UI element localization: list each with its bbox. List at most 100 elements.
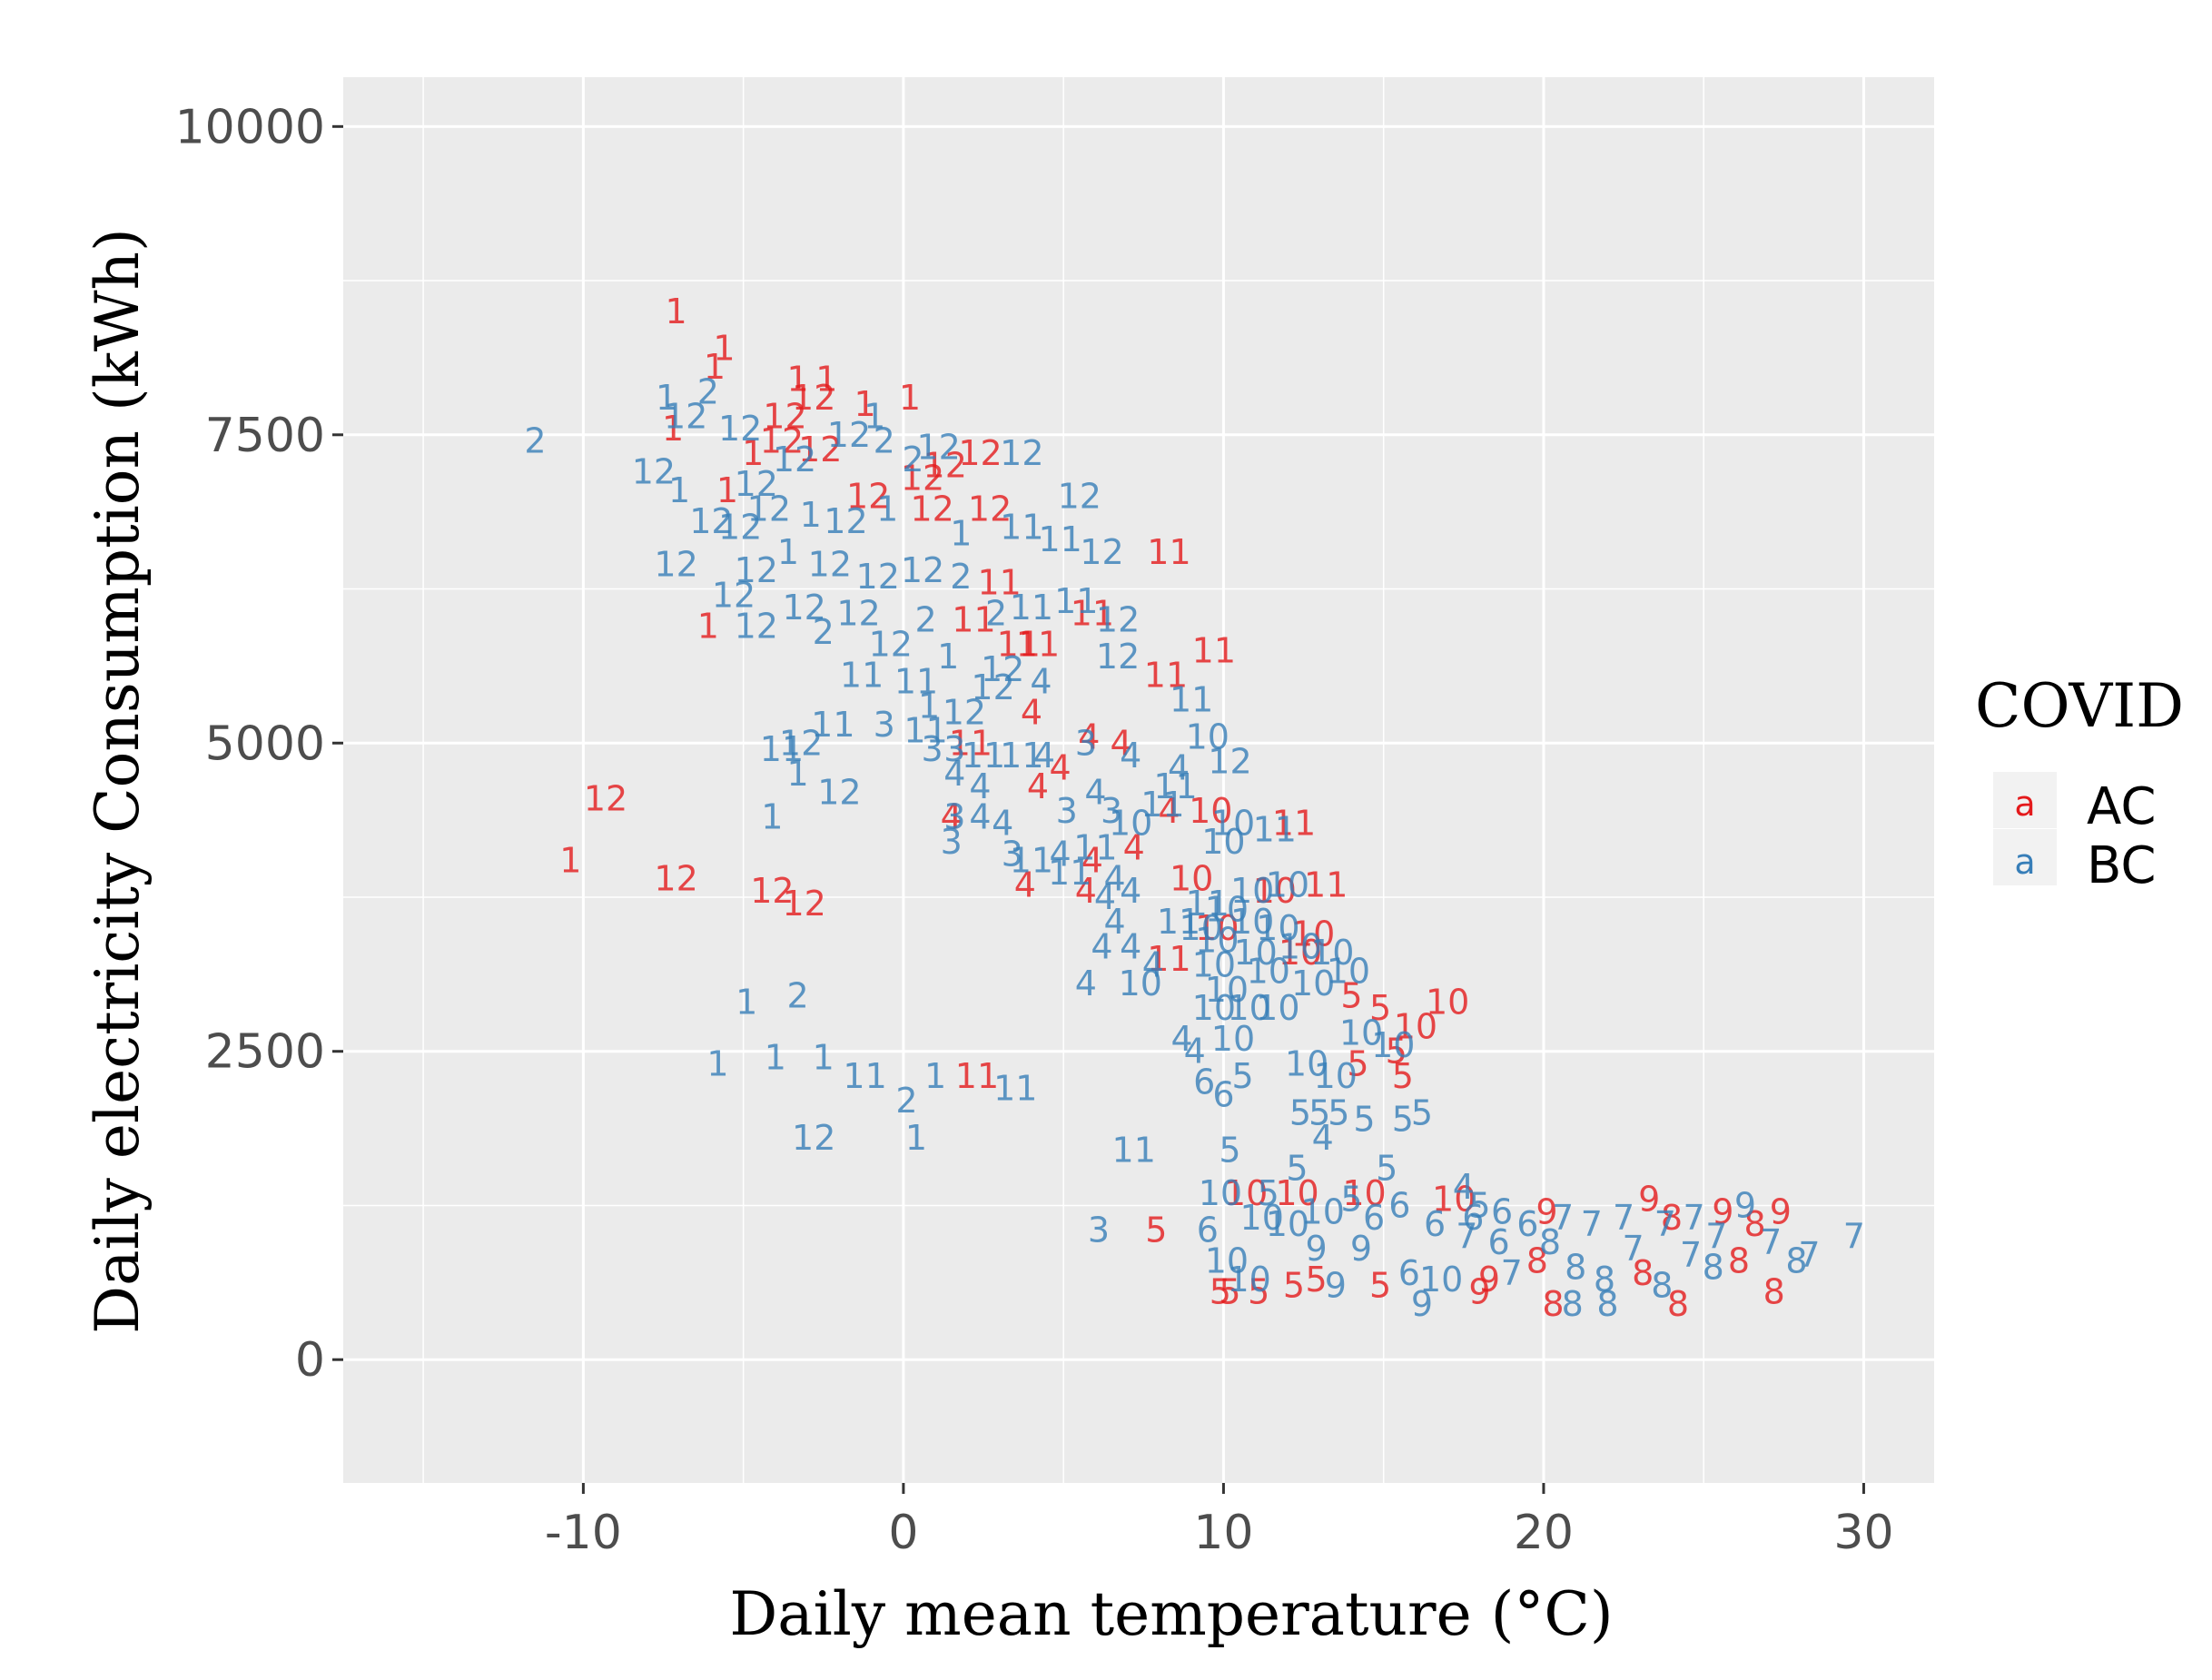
point-bc: 12 [817,773,861,813]
point-bc: 11 [894,661,938,701]
point-bc: 8 [1565,1247,1586,1287]
point-bc: 8 [1596,1284,1618,1324]
point-bc: 11 [840,656,884,696]
point-ac: 12 [798,430,842,469]
point-ac: 10 [1432,1180,1476,1220]
point-ac: 4 [1123,828,1145,868]
plot-panel [343,77,1934,1483]
point-bc: 11 [811,705,854,745]
point-bc: 3 [943,729,965,769]
point-bc: 10 [1279,926,1322,966]
point-bc: 10 [1256,988,1299,1028]
point-bc: 4 [1142,945,1164,985]
legend-title: COVID [1975,671,2184,741]
point-bc: 12 [735,464,778,504]
point-ac: 10 [1224,1173,1268,1213]
point-bc: 12 [718,409,762,449]
point-bc: 11 [1073,828,1117,868]
point-ac: 11 [1144,656,1188,696]
point-ac: 1 [815,360,837,400]
point-bc: 12 [1096,599,1140,639]
point-bc: 9 [1306,1229,1328,1269]
point-ac: 1 [666,292,687,331]
point-bc: 4 [1103,859,1125,899]
point-bc: 4 [943,754,965,794]
point-bc: 12 [718,508,762,548]
legend-label-bc: BC [2087,836,2157,895]
point-bc: 7 [1501,1253,1523,1293]
point-bc: 1 [937,637,959,677]
point-bc: 10 [1227,988,1270,1028]
point-bc: 10 [1109,804,1152,844]
point-ac: 12 [760,421,804,461]
point-bc: 1 [761,797,783,837]
point-bc: 3 [1101,791,1122,831]
point-bc: 2 [895,1081,917,1121]
point-bc: 10 [1419,1260,1463,1300]
point-bc: 4 [1120,736,1141,776]
point-bc: 1 [800,495,822,535]
x-tick-label: 10 [1193,1506,1253,1560]
point-ac: 12 [958,433,1002,473]
y-tick-label: 5000 [205,716,325,771]
point-bc: 12 [689,501,733,541]
legend-label-ac: AC [2087,777,2156,836]
point-ac: 5 [1347,1043,1368,1083]
point-ac: 10 [1394,1007,1437,1047]
point-bc: 12 [792,1118,835,1158]
point-bc: 10 [1310,933,1354,973]
point-bc: 12 [1080,532,1123,572]
point-ac: 4 [1014,865,1036,904]
point-bc: 2 [786,976,808,1016]
point-bc: 7 [1581,1204,1603,1244]
point-bc: 12 [735,550,778,590]
point-bc: 11 [1048,853,1091,893]
point-bc: 6 [1424,1204,1446,1244]
point-bc: 9 [1350,1229,1372,1269]
point-ac: 8 [1763,1272,1785,1312]
point-bc: 11 [1000,508,1043,548]
point-bc: 4 [1120,871,1141,911]
point-bc: 2 [914,599,936,639]
point-ac: 5 [1306,1260,1328,1300]
point-bc: 4 [1091,926,1112,966]
point-bc: 1 [905,1118,927,1158]
point-ac: 5 [1340,976,1362,1016]
point-bc: 6 [1398,1253,1420,1293]
point-bc: 8 [1703,1247,1724,1287]
point-bc: 3 [941,822,963,862]
point-bc: 6 [1487,1222,1509,1262]
point-bc: 11 [1112,1130,1156,1170]
point-bc: 8 [1785,1241,1807,1281]
point-bc: 11 [1010,840,1053,880]
point-ac: 10 [1342,1173,1386,1213]
point-ac: 5 [1283,1266,1305,1306]
point-bc: 10 [1285,1043,1328,1083]
point-bc: 1 [876,489,898,529]
point-bc: 12 [654,544,697,584]
point-bc: 4 [969,766,991,806]
x-tick-label: -10 [545,1506,622,1560]
point-bc: 2 [985,594,1007,634]
point-bc: 2 [902,440,923,479]
point-bc: 10 [1314,1056,1358,1096]
point-ac: 1 [697,606,719,646]
point-ac: 4 [1111,723,1132,763]
point-bc: 6 [1363,1198,1385,1238]
point-bc: 12 [869,625,913,665]
point-bc: 4 [1084,773,1106,813]
grid [343,77,1934,1483]
point-bc: 10 [1256,908,1299,948]
legend-key-bc-box [1993,829,2057,885]
y-tick-label: 0 [295,1333,325,1388]
point-bc: 12 [856,557,900,597]
point-bc: 4 [1184,1032,1206,1072]
point-ac: 5 [1369,988,1391,1028]
point-ac: 12 [910,489,953,529]
point-bc: 4 [1312,1118,1334,1158]
point-ac: 12 [792,378,835,418]
point-bc: 1 [864,396,885,436]
point-bc: 4 [992,804,1013,844]
